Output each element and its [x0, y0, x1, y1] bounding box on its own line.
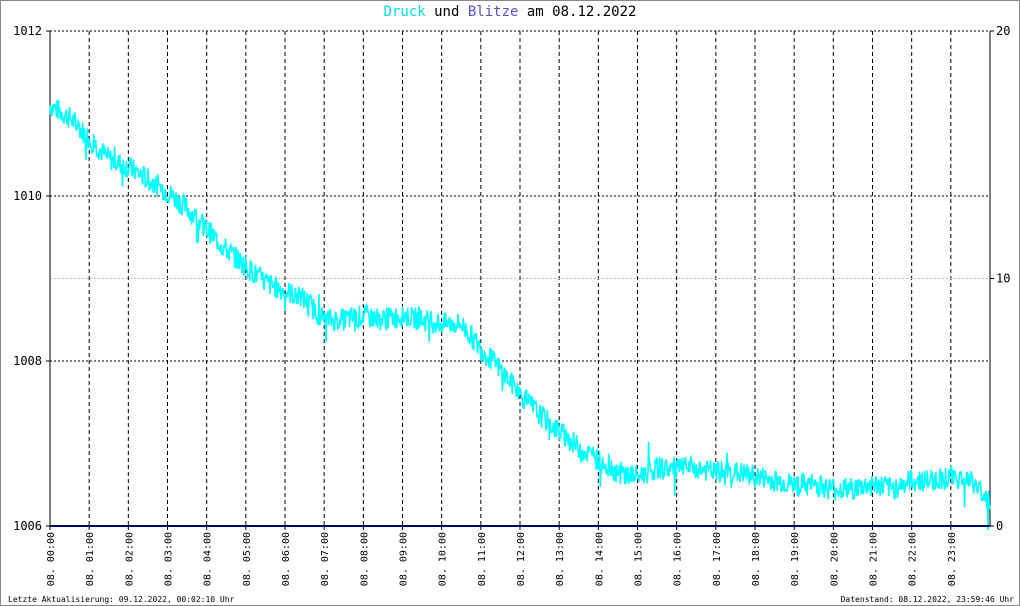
- tick-labels: 1006 1008 1010 1012 0 10 20 08. 00:00 08. 01:00 0…: [13, 24, 1010, 586]
- x-tick-label: 08. 04:00: [203, 532, 214, 586]
- x-tick-label: 08. 07:00: [320, 532, 331, 586]
- x-tick-label: 08. 03:00: [164, 532, 175, 586]
- title-blitze: Blitze: [467, 4, 519, 20]
- title-am: am: [526, 4, 544, 20]
- x-tick-label: 08. 09:00: [399, 532, 410, 586]
- x-tick-label: 08. 21:00: [869, 532, 880, 586]
- x-tick-label: 08. 12:00: [516, 532, 527, 586]
- x-tick-label: 08. 00:00: [46, 532, 57, 586]
- x-tick-label: 08. 06:00: [281, 532, 292, 586]
- title-und: und: [434, 4, 460, 20]
- y-left-tick-label: 1012: [13, 24, 42, 38]
- x-tick-label: 08. 13:00: [555, 532, 566, 586]
- footer-last-update: Letzte Aktualisierung: 09.12.2022, 00:02…: [8, 595, 235, 604]
- chart-title: Druck und Blitze am 08.12.2022: [0, 4, 1020, 20]
- x-tick-label: 08. 02:00: [124, 532, 135, 586]
- x-tick-label: 08. 19:00: [790, 532, 801, 586]
- series-druck-line: [49, 99, 991, 531]
- x-tick-label: 08. 23:00: [947, 532, 958, 586]
- y-right-tick-label: 0: [996, 519, 1003, 533]
- x-tick-label: 08. 17:00: [712, 532, 723, 586]
- y-left-tick-label: 1006: [13, 519, 42, 533]
- footer-data-status: Datenstand: 08.12.2022, 23:59:46 Uhr: [840, 595, 1014, 604]
- x-tick-label: 08. 18:00: [751, 532, 762, 586]
- x-tick-label: 08. 14:00: [594, 532, 605, 586]
- x-tick-label: 08. 10:00: [438, 532, 449, 586]
- y-right-tick-label: 20: [996, 24, 1010, 38]
- x-tick-label: 08. 01:00: [85, 532, 96, 586]
- x-tick-label: 08. 22:00: [908, 532, 919, 586]
- grid: [50, 31, 990, 526]
- title-date: 08.12.2022: [552, 4, 637, 20]
- title-druck: Druck: [383, 4, 426, 20]
- y-right-tick-label: 10: [996, 272, 1010, 286]
- x-tick-label: 08. 20:00: [829, 532, 840, 586]
- x-tick-label: 08. 15:00: [634, 532, 645, 586]
- x-tick-label: 08. 16:00: [673, 532, 684, 586]
- y-left-tick-label: 1010: [13, 189, 42, 203]
- x-tick-label: 08. 05:00: [242, 532, 253, 586]
- x-tick-label: 08. 11:00: [477, 532, 488, 586]
- x-tick-label: 08. 08:00: [359, 532, 370, 586]
- y-left-tick-label: 1008: [13, 354, 42, 368]
